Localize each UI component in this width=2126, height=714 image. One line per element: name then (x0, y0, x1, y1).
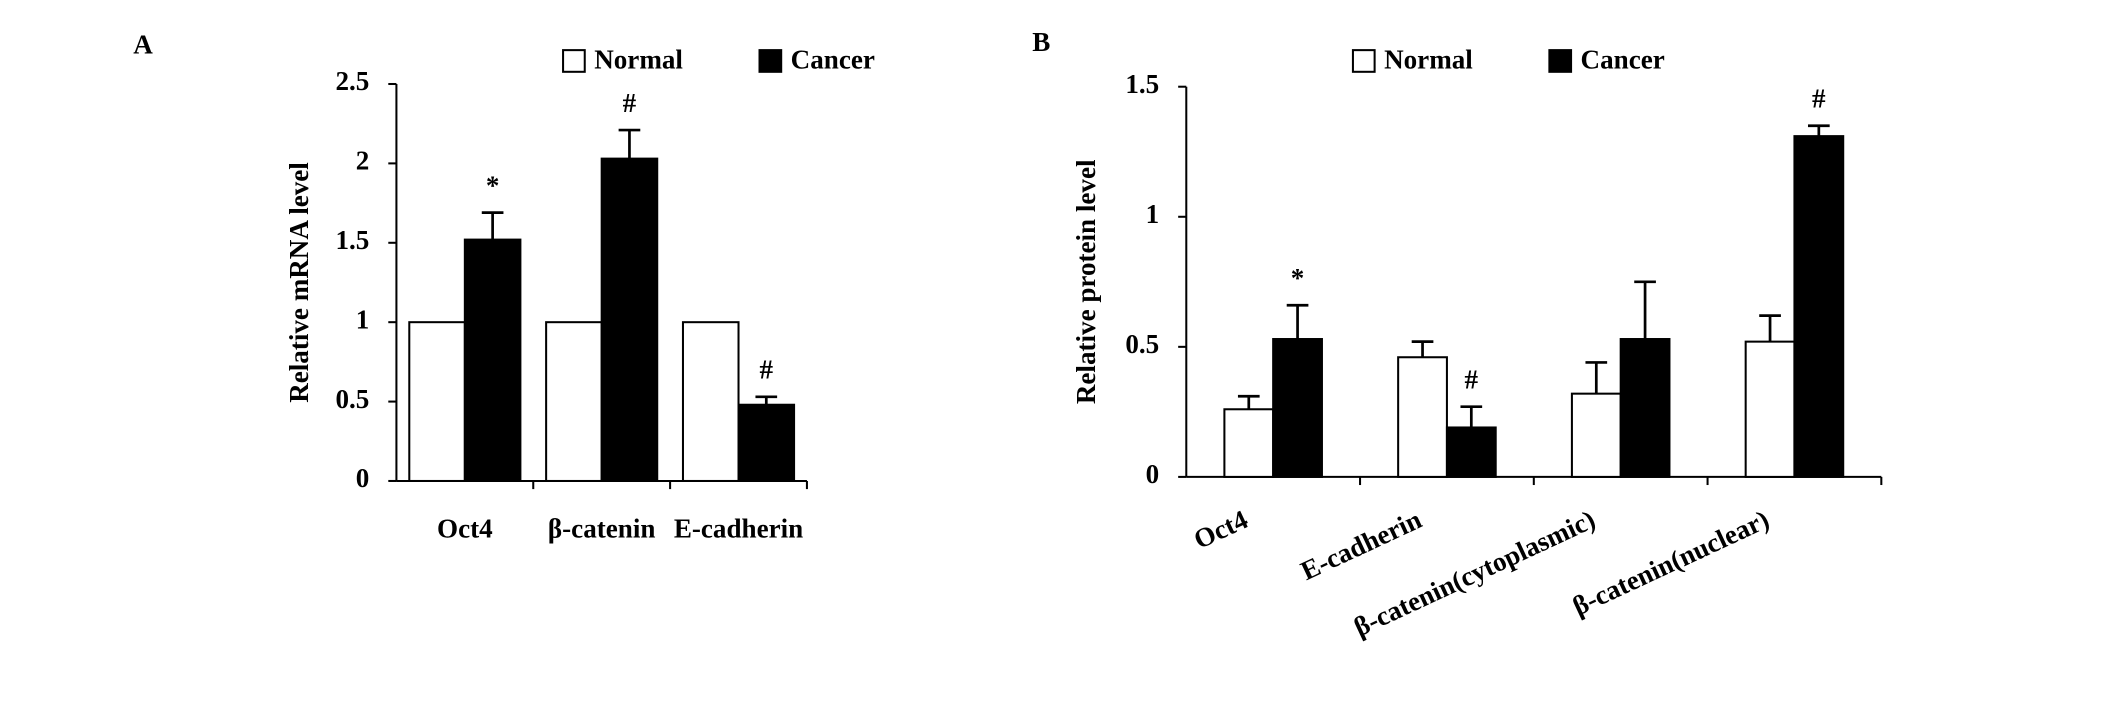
legend-label: Cancer (791, 45, 875, 75)
bar (408, 321, 466, 482)
bar (1744, 340, 1796, 478)
y-tick-label: 1.5 (335, 225, 369, 255)
x-tick-label: β-catenin(nuclear) (1568, 504, 1774, 621)
significance-mark: # (760, 355, 774, 385)
error-bar (1585, 361, 1608, 394)
x-tick-label: β-catenin (548, 513, 656, 543)
y-tick-label: 1.5 (1125, 69, 1159, 99)
significance-mark: # (1465, 365, 1479, 395)
legend-label: Normal (1384, 45, 1473, 75)
error-bar (481, 211, 504, 240)
bar (737, 403, 796, 482)
y-axis-title: Relative mRNA level (284, 162, 314, 403)
bar (463, 238, 522, 482)
bar (1793, 135, 1845, 478)
bar (545, 321, 603, 482)
error-bar (1237, 394, 1260, 410)
significance-mark: # (623, 88, 637, 118)
bar (1445, 426, 1497, 478)
y-tick-label: 0.5 (1125, 329, 1159, 359)
y-tick-label: 0 (1146, 459, 1160, 489)
significance-mark: * (1291, 263, 1305, 293)
error-bar (1634, 280, 1656, 340)
significance-mark: * (486, 170, 500, 200)
y-tick-label: 2 (356, 146, 370, 176)
bar (1397, 356, 1448, 478)
bar (1272, 338, 1323, 478)
bar (1619, 338, 1671, 478)
x-tick-label: Oct4 (1189, 504, 1253, 555)
x-tick-label: E-cadherin (674, 513, 803, 543)
error-bar (618, 128, 641, 159)
panel-label: A (133, 30, 153, 60)
y-tick-label: 1 (1146, 199, 1160, 229)
legend-swatch (1548, 49, 1573, 73)
y-tick-label: 2.5 (335, 66, 369, 96)
legend-swatch (1351, 49, 1376, 73)
legend-label: Cancer (1581, 45, 1665, 75)
y-axis-title: Relative protein level (1071, 159, 1101, 404)
error-bar (1460, 405, 1483, 428)
legend-swatch (562, 49, 586, 73)
y-tick-label: 1 (356, 304, 370, 334)
bar (1223, 408, 1275, 478)
error-bar (1759, 314, 1781, 342)
legend-swatch (758, 49, 783, 73)
legend-label: Normal (594, 45, 683, 75)
bar (600, 157, 659, 482)
x-tick-label: E-cadherin (1296, 504, 1426, 586)
error-bar (1807, 124, 1830, 137)
bar (1570, 392, 1622, 478)
bar (681, 321, 740, 482)
error-bar (1411, 340, 1434, 358)
significance-mark: # (1812, 84, 1826, 114)
error-bar (1286, 303, 1309, 340)
y-tick-label: 0 (356, 463, 370, 493)
panel-label: B (1032, 27, 1050, 57)
x-tick-label: Oct4 (437, 513, 493, 543)
error-bar (755, 395, 778, 405)
y-tick-label: 0.5 (335, 384, 369, 414)
